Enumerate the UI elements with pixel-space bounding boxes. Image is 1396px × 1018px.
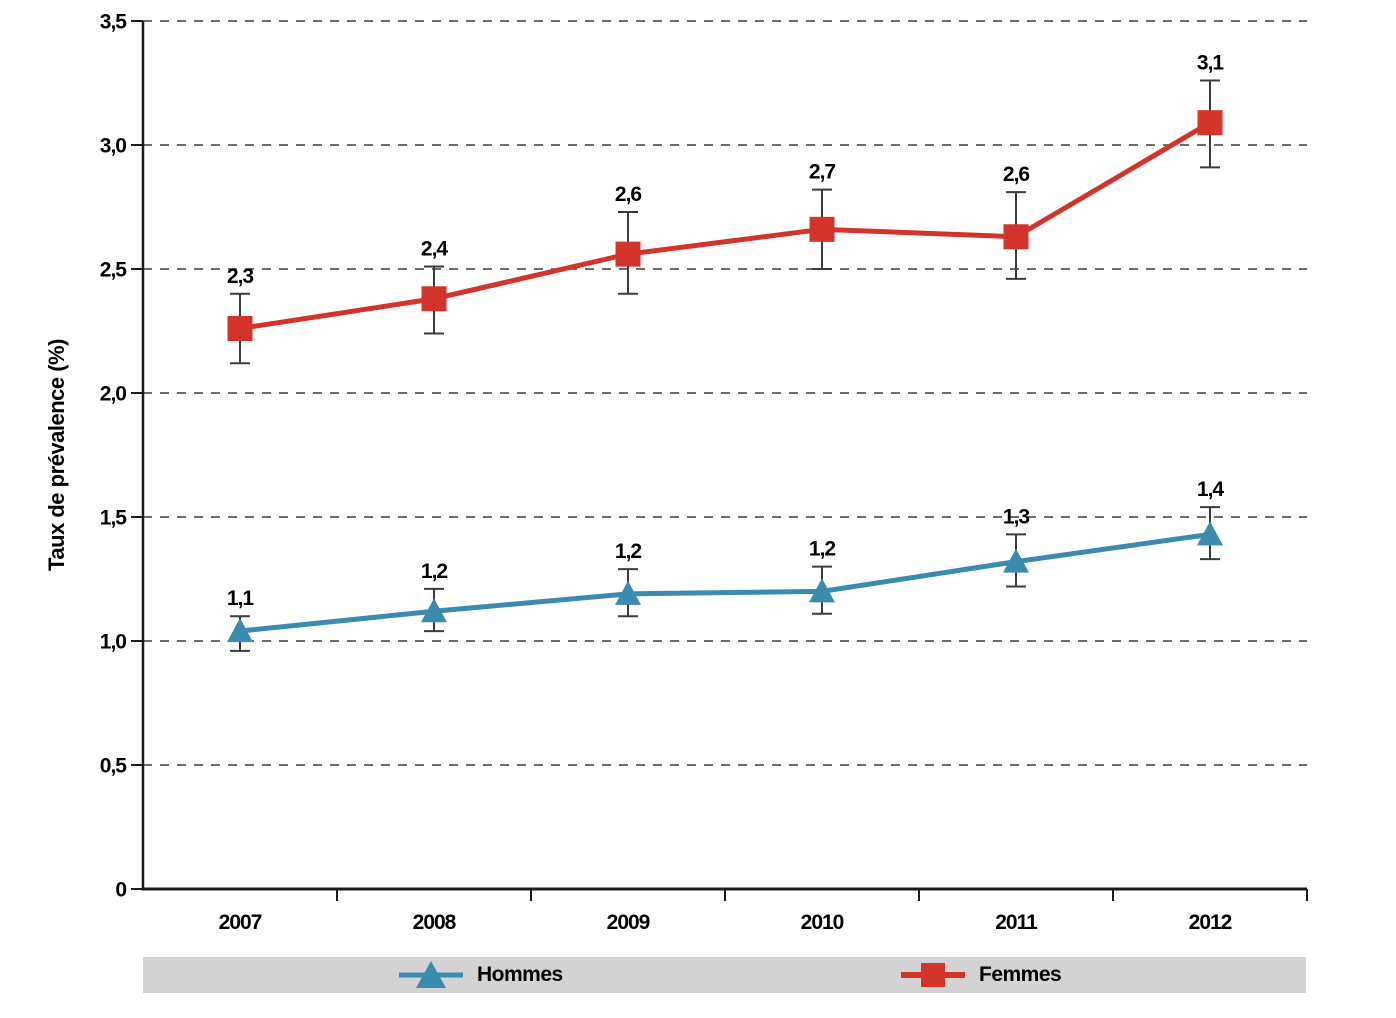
legend-item-hommes: Hommes: [398, 957, 563, 993]
x-tick-label: 2010: [801, 911, 844, 934]
y-axis-title: Taux de prévalence (%): [44, 339, 69, 571]
data-label-femmes: 2,3: [227, 265, 254, 288]
marker-femmes: [1197, 110, 1223, 136]
data-label-femmes: 2,7: [809, 161, 836, 184]
legend: Hommes Femmes: [143, 957, 1306, 993]
marker-hommes: [1197, 521, 1223, 546]
marker-femmes: [421, 286, 447, 312]
series-hommes: 1,1 1,2 1,2 1,2 1,3 1,4: [227, 478, 1225, 652]
y-tick-label: 3,5: [100, 11, 128, 34]
series-femmes: 2,3 2,4 2,6 2,7 2,6 3,1: [227, 52, 1225, 365]
marker-femmes: [809, 216, 835, 242]
series-line-hommes: [239, 531, 1211, 634]
y-tick-label: 2,0: [100, 383, 127, 406]
marker-hommes: [809, 578, 835, 603]
data-label-hommes: 1,4: [1197, 478, 1225, 501]
legend-item-femmes: Femmes: [900, 957, 1062, 993]
data-label-hommes: 1,2: [615, 540, 642, 563]
y-tick-label: 2,5: [100, 259, 128, 282]
legend-label-hommes: Hommes: [477, 963, 563, 986]
marker-hommes: [615, 580, 641, 605]
x-tick-label: 2008: [413, 911, 457, 934]
y-tick-label: 3,0: [100, 135, 127, 158]
marker-femmes: [227, 316, 253, 342]
marker-hommes: [1003, 548, 1029, 573]
x-tick-label: 2012: [1189, 911, 1232, 934]
data-label-hommes: 1,3: [1003, 505, 1030, 528]
y-tick-label: 0: [115, 879, 126, 902]
y-tick-label: 1,5: [100, 507, 128, 530]
data-label-femmes: 2,4: [421, 238, 449, 261]
series-line-femmes: [239, 120, 1212, 331]
data-label-femmes: 2,6: [615, 183, 642, 206]
x-tick-label: 2011: [995, 911, 1038, 934]
y-tick-label: 0,5: [100, 755, 128, 778]
hommes-line-triangle-icon: [399, 961, 463, 988]
data-label-hommes: 1,2: [421, 560, 448, 583]
marker-femmes: [615, 241, 641, 267]
legend-label-femmes: Femmes: [979, 963, 1062, 986]
data-label-femmes: 3,1: [1197, 52, 1225, 75]
data-label-hommes: 1,2: [809, 538, 836, 561]
x-tick-label: 2007: [219, 911, 262, 934]
x-tick-label: 2009: [607, 911, 650, 934]
marker-femmes: [1003, 224, 1029, 250]
data-label-femmes: 2,6: [1003, 163, 1030, 186]
femmes-line-square-icon: [901, 963, 965, 987]
y-tick-label: 1,0: [100, 631, 127, 654]
marker-hommes: [227, 618, 253, 643]
marker-hommes: [421, 598, 447, 623]
data-label-hommes: 1,1: [227, 587, 255, 610]
